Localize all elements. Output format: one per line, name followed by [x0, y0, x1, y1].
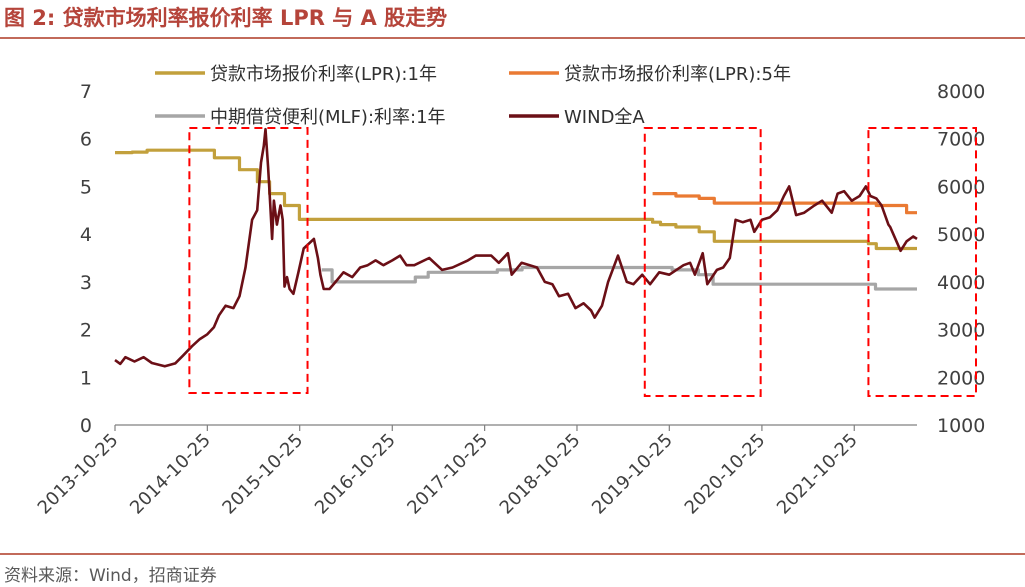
highlight-box	[643, 127, 762, 397]
x-tick-label: 2019-10-25	[588, 430, 677, 519]
x-tick-label: 2017-10-25	[403, 430, 492, 519]
legend-label: 贷款市场报价利率(LPR):5年	[564, 64, 791, 85]
chart-svg: 2013-10-25 2014-10-25 2015-10-25 2016-10-25…	[34, 64, 986, 519]
footer-rule	[0, 553, 1025, 555]
y-right-tick-label: 3000	[937, 320, 985, 342]
legend-label: WIND全A	[564, 107, 645, 128]
y-right-tick-label: 2000	[937, 367, 985, 389]
y-left-tick-label: 5	[80, 176, 92, 198]
legend-label: 贷款市场报价利率(LPR):1年	[210, 64, 437, 85]
lpr-5y-line	[652, 192, 917, 215]
source-note: 资料来源：Wind，招商证券	[4, 566, 217, 586]
x-tick-label: 2016-10-25	[311, 430, 400, 519]
legend-label: 中期借贷便利(MLF):利率:1年	[210, 107, 446, 128]
y-right-tick-label: 4000	[937, 272, 985, 294]
y-left-tick-label: 2	[80, 320, 92, 342]
figure-title: 图 2: 贷款市场利率报价利率 LPR 与 A 股走势	[4, 6, 448, 30]
y-left-tick-label: 6	[80, 129, 92, 151]
mlf-1y-line	[321, 265, 917, 291]
x-tick-label: 2020-10-25	[681, 430, 770, 519]
y-left-tick-label: 4	[80, 224, 92, 246]
y-left-tick-label: 7	[80, 81, 92, 103]
highlight-box	[867, 127, 978, 397]
y-left-tick-label: 1	[80, 367, 92, 389]
lpr-1y-line	[115, 148, 917, 251]
y-right-tick-label: 6000	[937, 176, 985, 198]
x-tick-label: 2013-10-25	[34, 430, 123, 519]
y-left-tick-label: 3	[80, 272, 92, 294]
highlight-box	[188, 127, 309, 394]
y-right-tick-label: 8000	[937, 81, 985, 103]
x-tick-label: 2021-10-25	[773, 430, 862, 519]
y-right-tick-label: 5000	[937, 224, 985, 246]
y-right-tick-label: 7000	[937, 129, 985, 151]
wind-all-a-line	[114, 127, 918, 368]
y-right-tick-label: 1000	[937, 415, 985, 437]
title-rule	[0, 37, 1025, 39]
y-left-tick-label: 0	[80, 415, 92, 437]
x-tick-label: 2014-10-25	[126, 430, 215, 519]
x-tick-label: 2015-10-25	[218, 430, 307, 519]
x-tick-label: 2018-10-25	[496, 430, 585, 519]
